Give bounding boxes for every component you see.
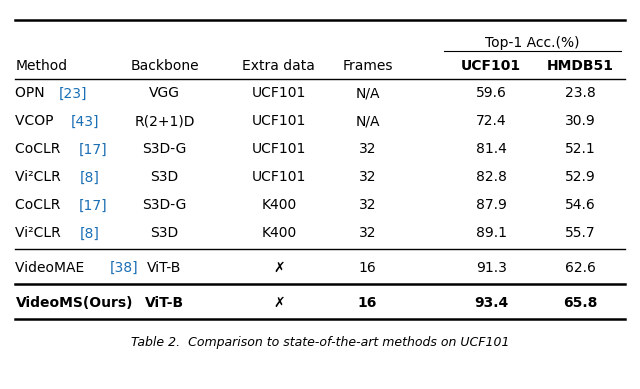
Text: 81.4: 81.4 bbox=[476, 142, 507, 156]
Text: Backbone: Backbone bbox=[131, 59, 199, 73]
Text: ✗: ✗ bbox=[273, 261, 285, 275]
Text: S3D-G: S3D-G bbox=[142, 198, 187, 212]
Text: N/A: N/A bbox=[355, 86, 380, 100]
Text: S3D: S3D bbox=[150, 170, 179, 184]
Text: CoCLR: CoCLR bbox=[15, 142, 65, 156]
Text: CoCLR: CoCLR bbox=[15, 198, 65, 212]
Text: [8]: [8] bbox=[79, 226, 99, 240]
Text: UCF101: UCF101 bbox=[252, 142, 306, 156]
Text: S3D: S3D bbox=[150, 226, 179, 240]
Text: 23.8: 23.8 bbox=[564, 86, 595, 100]
Text: 72.4: 72.4 bbox=[476, 114, 507, 128]
Text: VCOP: VCOP bbox=[15, 114, 58, 128]
Text: 32: 32 bbox=[359, 198, 376, 212]
Text: 82.8: 82.8 bbox=[476, 170, 507, 184]
Text: 93.4: 93.4 bbox=[474, 296, 508, 310]
Text: 54.6: 54.6 bbox=[564, 198, 595, 212]
Text: 16: 16 bbox=[358, 261, 376, 275]
Text: K400: K400 bbox=[261, 226, 296, 240]
Text: 30.9: 30.9 bbox=[564, 114, 595, 128]
Text: 32: 32 bbox=[359, 170, 376, 184]
Text: S3D-G: S3D-G bbox=[142, 142, 187, 156]
Text: VideoMS(Ours): VideoMS(Ours) bbox=[15, 296, 133, 310]
Text: 55.7: 55.7 bbox=[565, 226, 595, 240]
Text: [23]: [23] bbox=[59, 86, 88, 100]
Text: 87.9: 87.9 bbox=[476, 198, 507, 212]
Text: OPN: OPN bbox=[15, 86, 49, 100]
Text: 62.6: 62.6 bbox=[564, 261, 596, 275]
Text: [17]: [17] bbox=[79, 198, 108, 212]
Text: ViT-B: ViT-B bbox=[145, 296, 184, 310]
Text: Frames: Frames bbox=[342, 59, 393, 73]
Text: 52.1: 52.1 bbox=[564, 142, 595, 156]
Text: ViT-B: ViT-B bbox=[147, 261, 182, 275]
Text: Extra data: Extra data bbox=[243, 59, 315, 73]
Text: 65.8: 65.8 bbox=[563, 296, 597, 310]
Text: Table 2.  Comparison to state-of-the-art methods on UCF101: Table 2. Comparison to state-of-the-art … bbox=[131, 336, 509, 349]
Text: K400: K400 bbox=[261, 198, 296, 212]
Text: Vi²CLR: Vi²CLR bbox=[15, 170, 65, 184]
Text: 32: 32 bbox=[359, 226, 376, 240]
Text: 16: 16 bbox=[358, 296, 377, 310]
Text: UCF101: UCF101 bbox=[252, 86, 306, 100]
Text: R(2+1)D: R(2+1)D bbox=[134, 114, 195, 128]
Text: 91.3: 91.3 bbox=[476, 261, 507, 275]
Text: VideoMAE: VideoMAE bbox=[15, 261, 89, 275]
Text: Vi²CLR: Vi²CLR bbox=[15, 226, 65, 240]
Text: VGG: VGG bbox=[149, 86, 180, 100]
Text: UCF101: UCF101 bbox=[252, 170, 306, 184]
Text: UCF101: UCF101 bbox=[461, 59, 522, 73]
Text: [38]: [38] bbox=[109, 261, 138, 275]
Text: [17]: [17] bbox=[79, 142, 108, 156]
Text: [43]: [43] bbox=[70, 114, 99, 128]
Text: 89.1: 89.1 bbox=[476, 226, 507, 240]
Text: Method: Method bbox=[15, 59, 68, 73]
Text: Top-1 Acc.(%): Top-1 Acc.(%) bbox=[485, 36, 580, 50]
Text: UCF101: UCF101 bbox=[252, 114, 306, 128]
Text: HMDB51: HMDB51 bbox=[547, 59, 614, 73]
Text: 32: 32 bbox=[359, 142, 376, 156]
Text: [8]: [8] bbox=[79, 170, 99, 184]
Text: 59.6: 59.6 bbox=[476, 86, 507, 100]
Text: 52.9: 52.9 bbox=[564, 170, 595, 184]
Text: ✗: ✗ bbox=[273, 296, 285, 310]
Text: N/A: N/A bbox=[355, 114, 380, 128]
